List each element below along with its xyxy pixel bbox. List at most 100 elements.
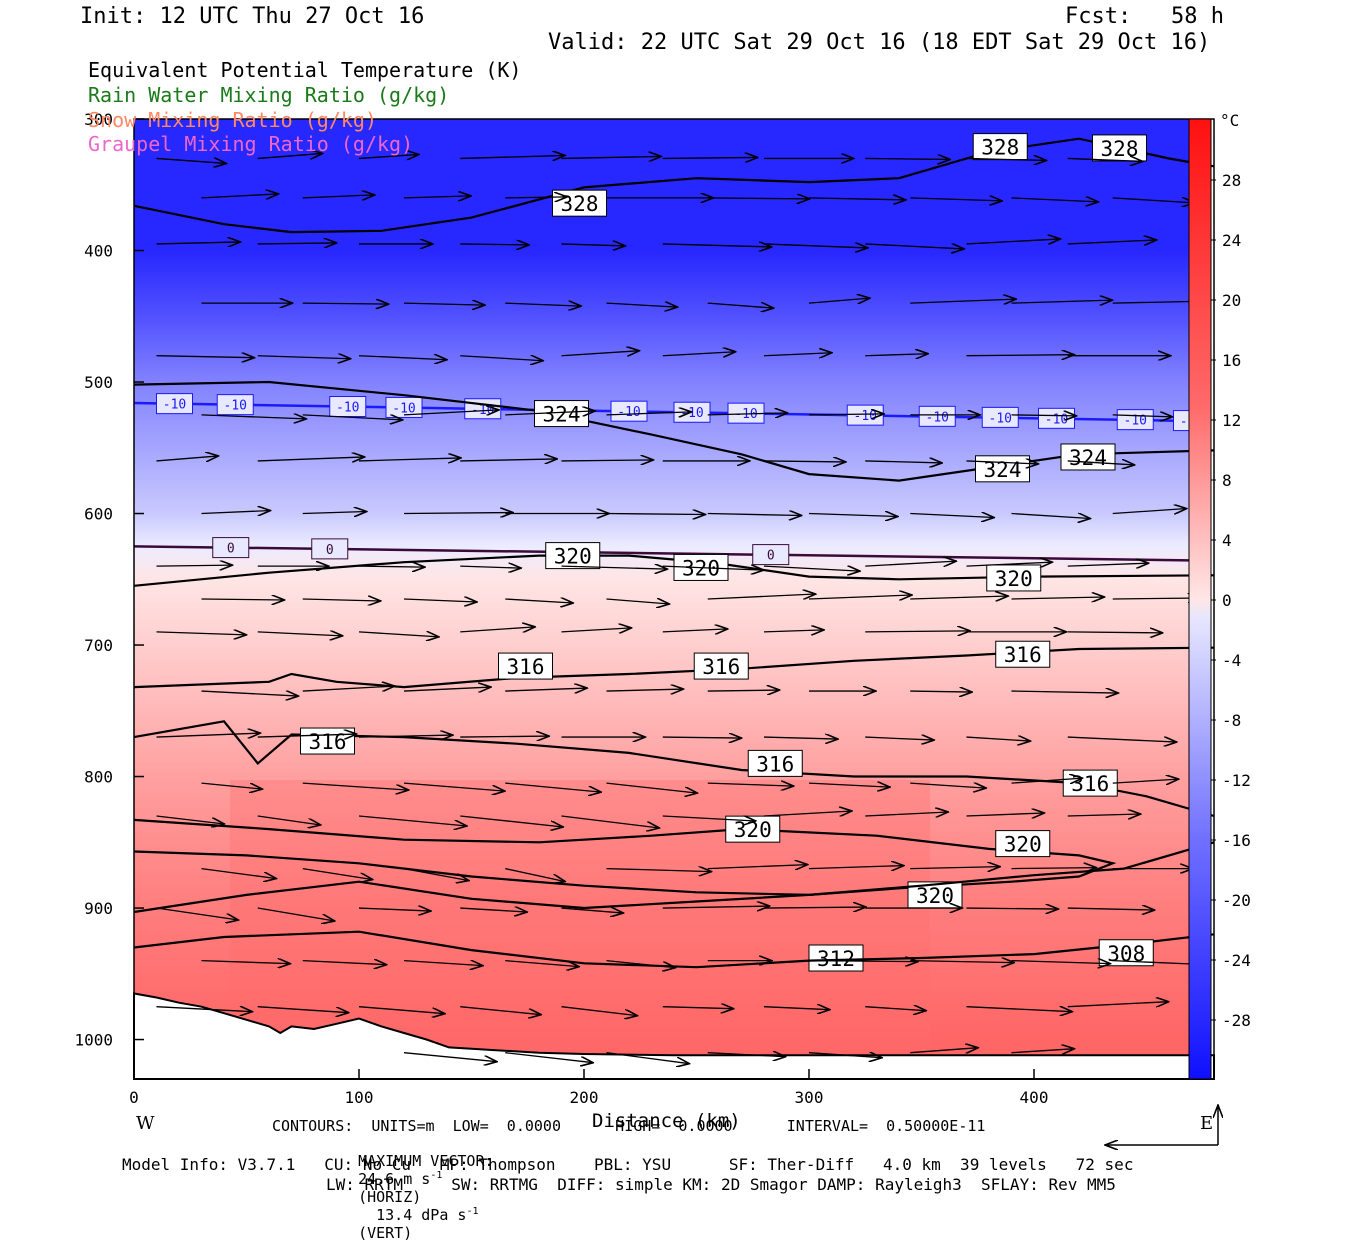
theta-e-contour (133, 646, 1215, 689)
wind-vector (505, 599, 573, 603)
wind-vector (1011, 961, 1111, 964)
contour-label-box (747, 749, 803, 777)
contour-label: 320 (995, 567, 1033, 591)
west-label: W (136, 1113, 155, 1134)
wind-vector (156, 158, 227, 163)
contour-label-box (995, 830, 1051, 858)
wind-vector (808, 961, 918, 962)
wind-vector (358, 154, 419, 158)
isotherm-label-box (212, 537, 250, 559)
wind-vector (662, 737, 742, 738)
wind-vector (606, 303, 678, 307)
wind-vector (302, 195, 375, 198)
wind-vector (662, 906, 770, 908)
legend-theta-e: Equivalent Potential Temperature (K) (88, 58, 522, 82)
wind-vector (302, 599, 381, 601)
wind-vector (865, 158, 950, 159)
y-tick-label: 900 (84, 899, 113, 918)
theta-e-contour (133, 841, 1215, 914)
y-tick-label: 300 (84, 110, 113, 129)
wind-vector (966, 158, 1047, 160)
contour-label-box (975, 455, 1030, 483)
wind-vector (865, 244, 964, 249)
wind-vector (707, 514, 802, 516)
wind-vector (966, 461, 1039, 464)
wind-vector (606, 412, 692, 415)
wind-vector (865, 812, 948, 816)
init-time: Init: 12 UTC Thu 27 Oct 16 (80, 4, 425, 29)
isotherm-label-box (156, 393, 193, 415)
wind-vector (1112, 598, 1201, 599)
y-tick-label: 400 (84, 242, 113, 261)
contour-label: 316 (756, 752, 794, 776)
wind-vector (606, 1052, 690, 1064)
wind-vector (910, 514, 994, 518)
footer-model-info-2: LW: RRTM SW: RRTMG DIFF: simple KM: 2D S… (326, 1175, 1116, 1194)
contour-label-box (498, 652, 553, 680)
wind-vector (1011, 415, 1077, 416)
wind-vector (403, 196, 471, 198)
wind-vector (1011, 597, 1105, 599)
contour-label: 324 (1069, 446, 1107, 470)
east-label: E (1200, 1113, 1213, 1134)
wind-vector (561, 351, 640, 356)
wind-vector (1112, 415, 1173, 417)
wind-vector (505, 303, 581, 306)
legend-graupel: Graupel Mixing Ratio (g/kg) (88, 132, 414, 156)
contour-label-box (693, 652, 749, 680)
wind-vector (1067, 1002, 1169, 1008)
contour-label: 328 (1101, 137, 1139, 161)
wind-vector (257, 457, 365, 461)
colorbar-tick-label: 24 (1222, 231, 1241, 250)
wind-vector (865, 561, 956, 566)
wind-vector (662, 816, 756, 821)
wind-vector (156, 907, 239, 920)
cross-section-chart: -10-10-10-10-10-10-10-10-10-10-10-10-10-… (74, 110, 1251, 1200)
wind-vector (808, 198, 906, 200)
wind-vector (966, 1006, 1073, 1012)
wind-vector (358, 815, 467, 826)
wind-vector (302, 303, 389, 304)
isotherm-label: 0 (227, 542, 235, 557)
contour-label: 328 (561, 192, 599, 216)
legend-rain: Rain Water Mixing Ratio (g/kg) (88, 83, 450, 107)
wind-vector-layer (156, 153, 1209, 1064)
wind-vector (403, 410, 499, 415)
isotherm-label-box (216, 394, 254, 416)
wind-vector (505, 688, 587, 691)
isotherm-label-box (385, 396, 423, 418)
colorbar-tick-label: 8 (1222, 471, 1232, 490)
wind-vector (561, 244, 626, 246)
isotherm-label-box (1116, 409, 1154, 431)
warm-core-shading (230, 780, 930, 1050)
wind-vector (358, 735, 453, 737)
wind-vector (1112, 509, 1187, 514)
wind-vector (201, 691, 299, 696)
wind-vector (460, 566, 521, 568)
y-tick-label: 800 (84, 768, 113, 787)
wind-vector (1011, 1049, 1075, 1053)
wind-vector (910, 867, 1000, 869)
wind-vector (707, 690, 780, 691)
x-tick-label: 400 (1020, 1088, 1049, 1107)
wind-vector (505, 411, 595, 415)
wind-vector (707, 594, 816, 600)
colorbar-tick-label: -8 (1222, 711, 1241, 730)
wind-vector (460, 459, 557, 461)
contour-label: 320 (554, 545, 592, 569)
wind-vector (865, 631, 970, 632)
wind-vector (460, 244, 529, 245)
legend-snow: Snow Mixing Ratio (g/kg) (88, 108, 377, 132)
wind-vector (966, 355, 1075, 356)
contour-label: 320 (734, 818, 772, 842)
wind-vector (460, 155, 565, 158)
wind-vector (966, 813, 1045, 816)
wind-vector (201, 511, 271, 514)
wind-vector (561, 566, 668, 569)
wind-vector (257, 734, 357, 737)
colorbar-tick-label: 0 (1222, 591, 1232, 610)
wind-vector (662, 157, 758, 158)
isotherm-line (133, 545, 1190, 562)
wind-vector (808, 1053, 882, 1058)
wind-vector (662, 629, 728, 632)
